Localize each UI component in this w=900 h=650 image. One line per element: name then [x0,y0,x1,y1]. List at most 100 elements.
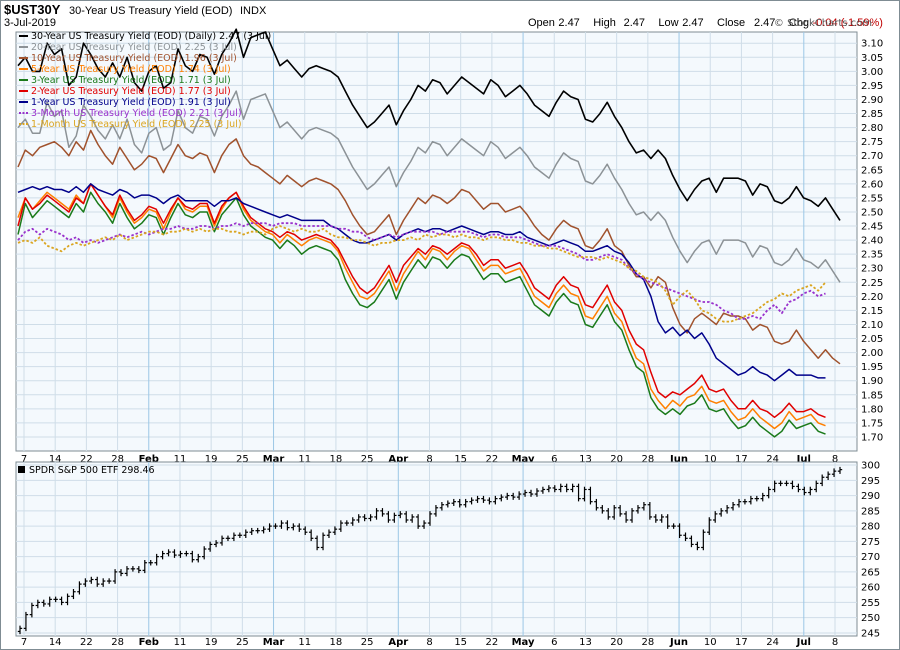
yield-x-tick: 15 [454,454,467,465]
spy-ohlc-bar [196,553,201,563]
spy-ohlc-bar [570,483,575,493]
yield-y-tick: 2.95 [861,81,883,92]
spy-ohlc-bar [588,486,593,505]
spy-ohlc-bar [558,483,563,493]
spy-ohlc-bar [279,520,284,529]
spy-ohlc-bar [594,498,599,511]
spy-y-tick: 295 [861,476,880,487]
yield-y-tick: 1.70 [861,432,883,443]
spy-ohlc-bar [825,471,831,481]
legend-entry: 1-Year US Treasury Yield (EOD) 1.91 (3 J… [31,97,231,108]
exchange-label: INDX [240,5,267,17]
legend-entry: 3-Month US Treasury Yield (EOD) 2.21 (3 … [31,108,242,119]
legend: 30-Year US Treasury Yield (EOD) (Daily) … [19,31,271,130]
yield-x-tick: Apr [388,454,408,465]
ohlc-label-low: Low [658,17,678,29]
yield-y-tick: 3.10 [861,39,883,50]
spy-ohlc-bar [724,505,730,514]
spy-ohlc-bar [808,486,813,496]
spy-ohlc-bar [790,480,795,490]
yield-series-line [17,222,826,320]
spy-ohlc-bar [172,549,177,558]
spy-x-tick: 11 [174,637,187,648]
spy-ohlc-bar [457,498,462,508]
spy-ohlc-bar [59,596,64,606]
yield-x-tick: 10 [704,454,717,465]
spy-ohlc-bar [659,514,664,523]
yield-x-tick: 22 [486,454,499,465]
yield-panel: 1.70 1.75 1.80 1.85 1.90 1.95 2.00 2.05 2.10 2.15… [15,28,883,465]
spy-ohlc-bar [814,480,819,493]
spy-ohlc-bar [207,541,213,552]
yield-y-tick: 2.85 [861,109,883,120]
spy-ohlc-bar [392,512,397,523]
spy-x-tick: 25 [361,637,374,648]
spy-y-tick: 280 [861,522,880,533]
spy-x-tick: 8 [832,637,838,648]
spy-ohlc-bar [713,511,718,523]
spy-panel: 245 250 255 260 265 270 275 280 285 290 295 300 7 14… [15,461,880,648]
spy-ohlc-bar [398,511,403,519]
yield-series-line [17,90,841,283]
yield-x-tick: 13 [579,454,592,465]
spy-ohlc-bar [665,514,670,529]
spy-ohlc-bar [635,505,641,514]
spy-ohlc-bar [249,527,254,535]
spy-ohlc-bar [499,494,504,502]
spy-ohlc-bar [178,550,183,558]
yield-series-line [17,129,841,365]
spy-ohlc-bar [778,480,783,487]
spy-ohlc-bar [641,501,647,511]
spy-ohlc-bar [736,498,742,508]
spy-y-tick: 255 [861,598,880,609]
spy-x-tick: Apr [388,637,408,648]
spy-ohlc-bar [409,514,415,523]
spy-ohlc-bar [671,523,676,529]
spy-ohlc-bar [71,588,76,600]
yield-y-tick: 2.60 [861,179,883,190]
spy-ohlc-bar [386,511,391,523]
spy-ohlc-bar [291,523,296,531]
ohlc-value-low: 2.47 [682,17,703,29]
spy-x-tick: Jul [796,637,811,648]
spy-ohlc-bar [124,566,130,577]
ohlc-readout: Open 2.47 High 2.47 Low 2.47 Close 2.47 Chg -0.04… [528,17,883,29]
yield-y-tick: 2.00 [861,348,883,359]
legend-entry: 5-Year US Treasury Yield (EOD) 1.74 (3 J… [31,64,231,75]
spy-ohlc-bar [760,492,765,502]
spy-x-axis: 7 14 22 28 Feb 11 19 25 Mar 11 18 25 Apr 8 15 22 May 6 13 2… [21,637,838,648]
spy-ohlc-bar [350,517,355,526]
yield-y-tick: 2.55 [861,193,883,204]
spy-ohlc-bar [701,529,706,551]
spy-ohlc-bar [332,526,338,535]
yield-x-tick: 6 [551,454,557,465]
spy-ohlc-bar [89,576,94,584]
yield-grid [16,32,857,451]
spy-ohlc-bar [540,486,546,494]
ohlc-label-close: Close [717,17,745,29]
spy-ohlc-bar [516,491,522,500]
spy-y-tick: 260 [861,583,880,594]
spy-ohlc-bar [463,498,468,508]
spy-ohlc-bar [748,495,754,505]
spy-ohlc-bar [154,553,159,566]
spy-ohlc-bar [285,520,290,531]
spy-ohlc-bar [160,550,165,560]
spy-y-tick: 300 [861,461,880,472]
spy-ohlc-bar [493,495,498,505]
yield-x-tick: 8 [426,454,432,465]
spy-ohlc-bar [617,505,623,517]
spy-y-tick: 285 [861,506,880,517]
spy-x-tick: 19 [205,637,218,648]
spy-y-tick: 250 [861,613,880,624]
spy-ohlc-bar [683,532,688,542]
yield-y-tick: 2.35 [861,250,883,261]
spy-ohlc-bar [475,495,480,503]
spy-x-tick: 22 [486,637,499,648]
yield-x-tick: 20 [610,454,623,465]
yield-y-tick: 2.40 [861,236,883,247]
spy-ohlc-bar [184,550,189,557]
yield-x-tick: 14 [49,454,62,465]
legend-entry: 3-Year US Treasury Yield (EOD) 1.71 (3 J… [31,75,231,86]
yield-series-line [17,28,841,221]
